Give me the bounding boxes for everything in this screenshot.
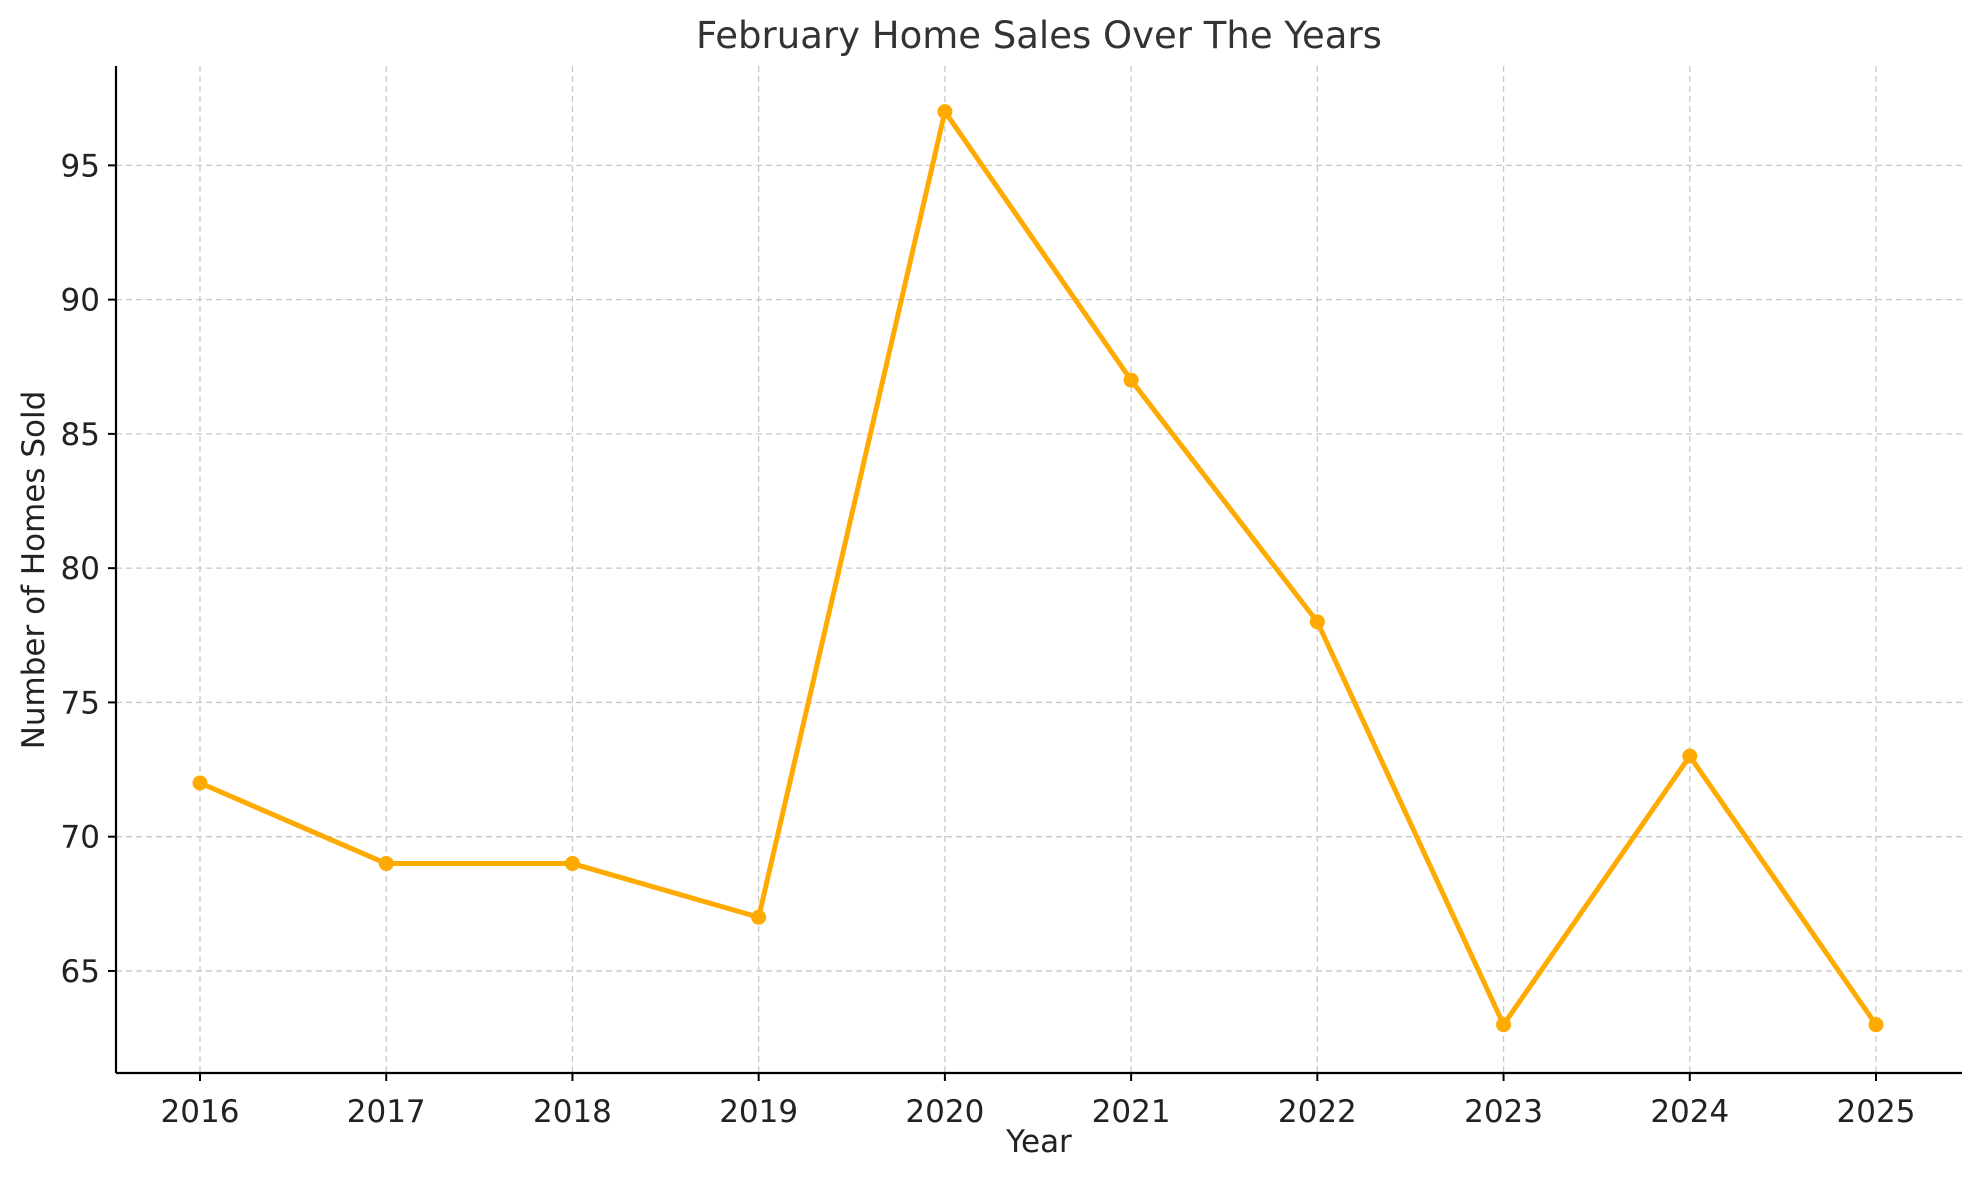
- data-point-marker: [937, 104, 953, 120]
- y-tick-label: 95: [61, 148, 100, 184]
- data-point-marker: [564, 856, 580, 872]
- x-axis-label: Year: [1005, 1124, 1072, 1160]
- x-tick-label: 2019: [719, 1094, 798, 1130]
- x-tick-label: 2021: [1092, 1094, 1171, 1130]
- data-point-marker: [1682, 748, 1698, 764]
- y-axis-label: Number of Homes Sold: [16, 391, 52, 750]
- x-tick-label: 2025: [1837, 1094, 1916, 1130]
- x-ticks: 2016 2017 2018 2019 2020 2021 2022 2023 2024 2025: [161, 1073, 1916, 1130]
- series: [192, 104, 1884, 1033]
- y-tick-label: 65: [61, 954, 100, 990]
- y-ticks: 65 70 75 80 85 90 95: [61, 148, 116, 990]
- y-tick-label: 85: [61, 417, 100, 453]
- data-point-marker: [1496, 1017, 1512, 1033]
- data-point-marker: [751, 909, 767, 925]
- x-tick-label: 2016: [161, 1094, 240, 1130]
- x-tick-label: 2023: [1464, 1094, 1543, 1130]
- x-tick-label: 2020: [905, 1094, 984, 1130]
- data-point-marker: [1868, 1017, 1884, 1033]
- data-point-marker: [378, 856, 394, 872]
- x-tick-label: 2017: [347, 1094, 426, 1130]
- data-point-marker: [1123, 372, 1139, 388]
- y-tick-label: 80: [61, 551, 100, 587]
- x-tick-label: 2024: [1650, 1094, 1729, 1130]
- x-tick-label: 2018: [533, 1094, 612, 1130]
- y-tick-label: 70: [61, 820, 100, 856]
- y-tick-label: 90: [61, 283, 100, 319]
- series-line: [197, 109, 1879, 1028]
- axes: [114, 66, 1962, 1075]
- x-tick-label: 2022: [1278, 1094, 1357, 1130]
- data-point-marker: [1309, 614, 1325, 630]
- y-tick-label: 75: [61, 685, 100, 721]
- data-point-marker: [192, 775, 208, 791]
- chart-title: February Home Sales Over The Years: [696, 14, 1382, 57]
- grid: [116, 66, 1962, 1073]
